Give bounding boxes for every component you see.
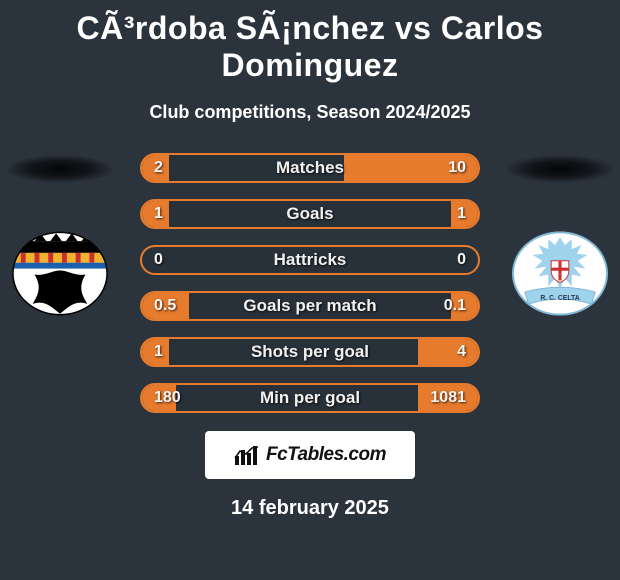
stat-row: 210Matches	[140, 153, 480, 183]
svg-text:R. C. CELTA: R. C. CELTA	[540, 295, 579, 302]
content-area: R. C. CELTA 210Matches 11Goals 00Hattricks…	[0, 153, 620, 423]
player-right-column: R. C. CELTA	[505, 153, 615, 418]
stat-row: 11Goals	[140, 199, 480, 229]
stat-label: Hattricks	[142, 247, 478, 273]
page-title: CÃ³rdoba SÃ¡nchez vs Carlos Dominguez	[0, 0, 620, 84]
stat-row: 1801081Min per goal	[140, 383, 480, 413]
stat-row: 0.50.1Goals per match	[140, 291, 480, 321]
brand-text: FcTables.com	[266, 444, 386, 466]
brand-box: FcTables.com	[205, 431, 415, 479]
page-subtitle: Club competitions, Season 2024/2025	[0, 102, 620, 123]
stat-label: Matches	[142, 155, 478, 181]
stat-row: 14Shots per goal	[140, 337, 480, 367]
brand-chart-icon	[234, 444, 260, 466]
stat-bars: 210Matches 11Goals 00Hattricks 0.50.1Goals …	[140, 153, 480, 429]
player-right-shadow	[506, 155, 614, 183]
stat-row: 00Hattricks	[140, 245, 480, 275]
club-logo-right: R. C. CELTA	[511, 231, 609, 316]
date-text: 14 february 2025	[0, 497, 620, 520]
stat-label: Min per goal	[142, 385, 478, 411]
comparison-card: CÃ³rdoba SÃ¡nchez vs Carlos Dominguez Cl…	[0, 0, 620, 580]
stat-label: Goals	[142, 201, 478, 227]
player-left-shadow	[6, 155, 114, 183]
player-left-column	[5, 153, 115, 418]
stat-label: Goals per match	[142, 293, 478, 319]
club-logo-left	[11, 231, 109, 316]
stat-label: Shots per goal	[142, 339, 478, 365]
